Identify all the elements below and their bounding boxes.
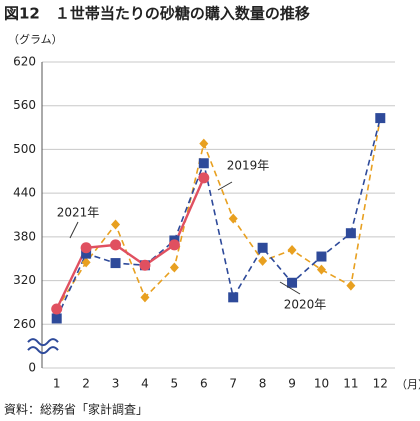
y-tick-label: 440	[13, 186, 36, 200]
marker	[81, 248, 92, 259]
x-tick-label: 12	[373, 377, 388, 391]
y-tick-label: 260	[13, 317, 36, 331]
label-leader	[69, 221, 79, 239]
marker	[51, 303, 63, 315]
marker	[346, 280, 356, 291]
x-tick-label: 8	[259, 377, 267, 391]
marker	[168, 239, 180, 251]
axis-break	[27, 346, 59, 355]
marker	[198, 158, 209, 169]
marker	[199, 138, 209, 149]
series-line	[55, 117, 382, 319]
marker	[80, 242, 92, 254]
y-tick-label: 560	[13, 98, 36, 112]
x-tick-label: 2	[82, 377, 90, 391]
marker	[228, 213, 238, 224]
y-tick-label: 320	[13, 273, 36, 287]
marker	[111, 219, 121, 230]
chart-title: 図12 １世帯当たりの砂糖の購入数量の推移	[4, 5, 310, 23]
series-line	[56, 117, 382, 310]
marker	[81, 257, 91, 268]
y-tick-label: 0	[28, 361, 36, 375]
x-tick-label: 7	[229, 377, 237, 391]
y-tick-label: 500	[13, 142, 36, 156]
axis-break	[27, 338, 59, 347]
marker	[169, 262, 179, 273]
marker	[228, 292, 239, 303]
marker	[287, 277, 298, 288]
marker	[287, 244, 297, 255]
marker	[316, 264, 326, 275]
x-tick-label: 4	[141, 377, 149, 391]
label-leader	[279, 281, 301, 295]
x-tick-label: 9	[288, 377, 296, 391]
marker	[139, 259, 151, 271]
y-axis-label: （グラム）	[8, 32, 63, 46]
series-label: 2021年	[57, 206, 100, 220]
marker	[51, 313, 62, 324]
marker	[375, 113, 386, 124]
x-tick-label: 6	[200, 377, 208, 391]
marker	[258, 255, 268, 266]
marker	[257, 242, 268, 253]
y-tick-label: 380	[13, 229, 36, 243]
source-note: 資料：総務省「家計調査」	[4, 402, 148, 417]
series-line	[55, 177, 205, 310]
series-label: 2020年	[284, 298, 327, 312]
x-tick-label: 5	[171, 377, 179, 391]
label-leader	[217, 181, 233, 191]
marker	[140, 292, 150, 303]
x-tick-label: 3	[112, 377, 120, 391]
y-tick-label: 620	[13, 55, 36, 69]
marker	[316, 251, 327, 262]
x-tick-label: 10	[314, 377, 329, 391]
marker	[345, 228, 356, 239]
x-tick-label: 11	[343, 377, 358, 391]
marker	[110, 258, 121, 269]
series-label: 2019年	[227, 159, 270, 173]
marker	[110, 239, 122, 251]
marker	[198, 172, 210, 184]
x-axis-label: （月）	[396, 378, 420, 391]
x-tick-label: 1	[53, 377, 61, 391]
